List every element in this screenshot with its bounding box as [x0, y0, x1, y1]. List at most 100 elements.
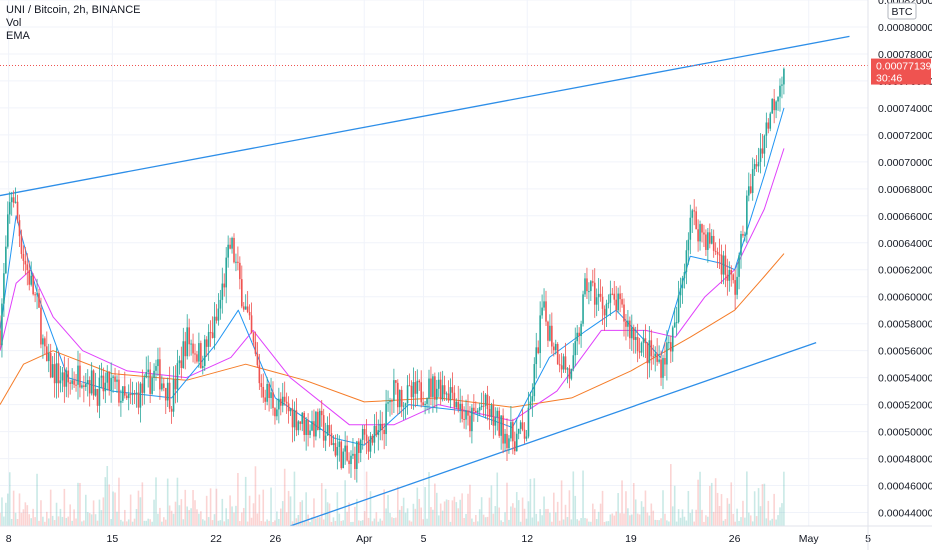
volume-bar	[373, 518, 376, 526]
candle-body	[291, 408, 294, 428]
volume-bar	[332, 517, 335, 526]
candle-body	[336, 446, 339, 456]
candle-body	[529, 401, 532, 408]
ema-indicator-label[interactable]: EMA	[6, 30, 30, 42]
candle-body	[203, 339, 206, 367]
symbol-title[interactable]: UNI / Bitcoin, 2h, BINANCE	[6, 4, 141, 16]
candle-body	[225, 257, 227, 288]
candle-body	[131, 393, 134, 396]
volume-bar	[118, 477, 120, 526]
candle-body	[320, 410, 323, 416]
volume-indicator-label[interactable]: Vol	[6, 17, 22, 29]
candle-body	[215, 316, 218, 321]
candle-body	[246, 306, 249, 312]
candle-body	[728, 270, 731, 281]
volume-bar	[662, 490, 664, 526]
candle-body	[437, 379, 440, 389]
candle-body	[272, 392, 274, 409]
volume-bar	[529, 478, 532, 526]
candle-body	[319, 410, 321, 430]
volume-bar	[330, 521, 333, 526]
volume-bar	[681, 509, 684, 526]
candle-body	[32, 275, 34, 295]
candle-body	[398, 389, 401, 408]
candle-body	[722, 255, 725, 275]
volume-bar	[488, 497, 491, 526]
volume-bar	[10, 518, 13, 526]
candle-body	[527, 407, 530, 437]
candle-body	[486, 394, 489, 409]
volume-bar	[775, 519, 777, 526]
volume-bar	[457, 508, 460, 526]
volume-bar	[582, 470, 584, 526]
candle-body	[424, 403, 426, 406]
volume-bar	[104, 477, 107, 526]
candle-body	[568, 368, 571, 379]
volume-bar	[779, 507, 781, 526]
volume-bar	[738, 520, 740, 526]
candle-body	[285, 401, 288, 404]
trendlines[interactable]	[0, 35, 850, 527]
volume-bar	[241, 512, 243, 526]
candle-body	[504, 433, 506, 444]
volume-bar	[666, 520, 668, 526]
candle-body	[716, 251, 719, 255]
candle-body	[301, 412, 304, 424]
volume-bar	[83, 520, 85, 526]
candle-body	[404, 403, 407, 406]
volume-bar	[180, 499, 183, 526]
candle-body	[14, 201, 17, 203]
candle-body	[322, 415, 325, 441]
candle-body	[239, 262, 241, 280]
candle-body	[295, 410, 298, 431]
currency-box[interactable]	[887, 2, 917, 20]
volume-bar	[174, 501, 177, 526]
candle-body	[26, 264, 29, 271]
volume-bar	[313, 498, 315, 526]
candle-body	[426, 398, 428, 404]
volume-bar	[652, 510, 655, 526]
candle-body	[560, 365, 563, 370]
volume-bar	[280, 508, 282, 526]
candle-body	[7, 214, 9, 247]
candle-body	[701, 224, 703, 233]
candle-body	[492, 405, 495, 426]
candle-body	[122, 386, 124, 401]
volume-bar	[547, 508, 549, 526]
candle-body	[406, 385, 409, 404]
candle-body	[182, 341, 185, 369]
volume-bar	[703, 521, 705, 526]
candle-body	[83, 385, 85, 387]
candle-body	[36, 293, 38, 295]
volume-bar	[51, 515, 54, 526]
volume-bar	[683, 516, 686, 526]
volume-bar	[217, 520, 220, 526]
volume-bar	[744, 517, 746, 526]
volume-bar	[395, 517, 397, 526]
volume-bar	[603, 521, 606, 526]
candle-body	[324, 435, 327, 441]
x-tick-label: 22	[210, 533, 222, 545]
volume-bar	[371, 521, 374, 526]
candle-body	[0, 330, 1, 346]
candle-body	[356, 441, 358, 470]
volume-bar	[81, 521, 83, 526]
candle-body	[178, 360, 181, 364]
candle-body	[455, 401, 458, 408]
volume-bar	[562, 519, 565, 526]
volume-bar	[203, 520, 206, 526]
candle-body	[309, 430, 311, 435]
candle-body	[668, 342, 670, 344]
candle-body	[712, 235, 715, 251]
volume-bar	[90, 514, 93, 526]
volume-bar	[476, 521, 479, 526]
volume-bar	[108, 484, 110, 526]
volume-bar	[714, 478, 717, 526]
candle-body	[660, 359, 662, 378]
volume-bar	[53, 520, 56, 526]
candle-body	[338, 441, 341, 447]
support-trendline[interactable]	[289, 341, 817, 527]
volume-bar	[359, 520, 362, 526]
resistance-trendline[interactable]	[0, 35, 850, 197]
